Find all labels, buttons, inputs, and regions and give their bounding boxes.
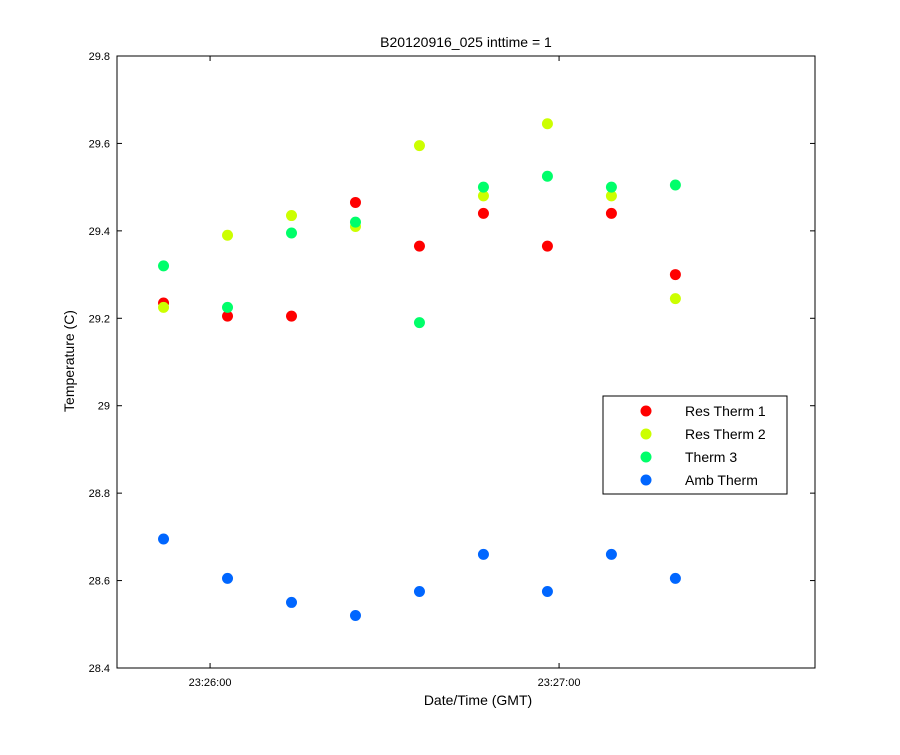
y-tick-label: 28.8 <box>89 488 110 500</box>
y-tick-label: 29.6 <box>89 138 110 150</box>
data-point-res-therm-2 <box>605 190 617 202</box>
data-point-res-therm-1 <box>413 240 425 252</box>
y-axis-label: Temperature (C) <box>61 310 77 412</box>
legend-box <box>602 395 788 495</box>
x-tick-label: 23:26:00 <box>189 677 232 689</box>
axis-ticks: 28.4 28.6 28.8 29 29.2 29.4 29.6 29.8 23:26:00 23… <box>89 51 815 689</box>
data-point-res-therm-2 <box>477 190 489 202</box>
legend-marker-amb-therm <box>640 474 652 486</box>
data-point-therm-3 <box>286 227 297 239</box>
y-tick-label: 29.4 <box>89 226 110 238</box>
y-tick-label: 29 <box>98 401 110 413</box>
data-point-amb-therm <box>477 548 489 560</box>
data-point-amb-therm <box>222 572 234 584</box>
data-point-res-therm-1 <box>541 240 553 252</box>
legend-marker-res-therm-1 <box>640 405 652 417</box>
chart-title: B20120916_025 inttime = 1 <box>380 34 552 50</box>
data-point-therm-3 <box>413 317 425 329</box>
data-point-therm-3 <box>669 179 681 191</box>
data-point-therm-3 <box>349 216 361 228</box>
data-point-amb-therm <box>605 548 617 560</box>
data-point-res-therm-1 <box>222 310 234 322</box>
data-point-therm-3 <box>477 181 489 193</box>
plot-area <box>116 55 816 669</box>
data-point-amb-therm <box>669 572 681 584</box>
data-point-res-therm-1 <box>669 269 681 281</box>
data-point-res-therm-2 <box>222 229 234 241</box>
data-point-amb-therm <box>541 586 553 597</box>
y-tick-label: 29.8 <box>89 51 110 63</box>
y-tick-label: 29.2 <box>89 313 110 325</box>
legend-marker-therm-3 <box>640 451 652 463</box>
data-point-amb-therm <box>413 586 425 597</box>
data-point-res-therm-2 <box>158 301 170 313</box>
data-point-therm-3 <box>605 181 617 193</box>
data-point-therm-3 <box>158 260 170 272</box>
data-point-amb-therm <box>158 533 170 545</box>
x-tick-label: 23:27:00 <box>538 677 581 689</box>
data-points <box>158 118 681 622</box>
y-tick-label: 28.4 <box>89 663 110 675</box>
legend: Res Therm 1 Res Therm 2 Therm 3 Amb Therm <box>602 395 788 495</box>
data-point-res-therm-1 <box>605 207 617 219</box>
data-point-res-therm-2 <box>541 118 553 130</box>
legend-entries: Res Therm 1 Res Therm 2 Therm 3 Amb Therm <box>640 403 766 488</box>
data-point-res-therm-2 <box>286 210 297 222</box>
data-point-therm-3 <box>541 170 553 182</box>
legend-label-res-therm-2: Res Therm 2 <box>685 426 766 442</box>
legend-label-res-therm-1: Res Therm 1 <box>685 403 766 419</box>
data-point-amb-therm <box>286 596 297 608</box>
data-point-therm-3 <box>222 301 234 313</box>
legend-marker-res-therm-2 <box>640 428 652 440</box>
data-point-res-therm-2 <box>669 293 681 305</box>
data-point-res-therm-1 <box>477 207 489 219</box>
data-point-amb-therm <box>349 610 361 622</box>
y-tick-label: 28.6 <box>89 576 110 588</box>
legend-label-therm-3: Therm 3 <box>685 449 737 465</box>
data-point-res-therm-1 <box>349 196 361 208</box>
data-point-res-therm-1 <box>286 310 297 322</box>
data-point-res-therm-2 <box>413 140 425 152</box>
legend-label-amb-therm: Amb Therm <box>685 472 758 488</box>
x-axis-label: Date/Time (GMT) <box>424 692 532 708</box>
